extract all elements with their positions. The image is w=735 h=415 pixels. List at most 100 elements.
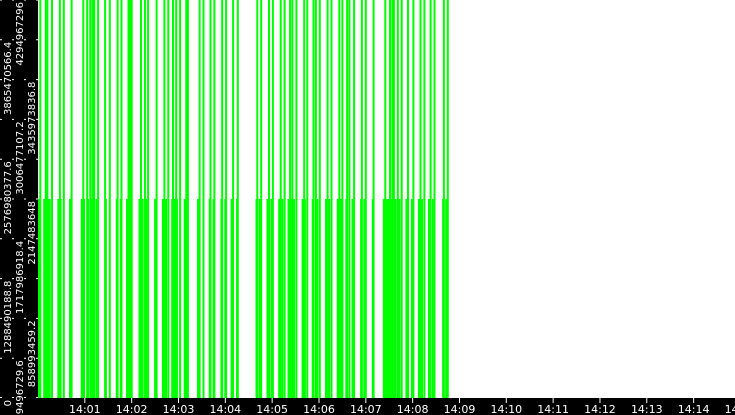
- bar: [387, 199, 390, 398]
- bar: [258, 199, 261, 398]
- bar: [185, 0, 188, 398]
- bar: [303, 199, 306, 398]
- bar: [348, 0, 351, 398]
- bar: [266, 199, 269, 398]
- x-tick-label: 14:05: [256, 403, 288, 415]
- bar: [220, 199, 223, 398]
- bar: [115, 199, 118, 398]
- bar: [385, 199, 388, 398]
- bar: [291, 0, 294, 398]
- bar: [212, 199, 215, 398]
- bar: [431, 199, 434, 398]
- bar: [138, 199, 141, 398]
- x-tick-label: 14:07: [350, 403, 382, 415]
- bar: [446, 0, 449, 398]
- y-tick-label: 4294967296: [15, 2, 26, 66]
- bar: [442, 199, 445, 398]
- bar: [382, 199, 385, 398]
- bar: [279, 0, 282, 398]
- y-tick-label: 429496729.6: [15, 360, 26, 415]
- y-tick-label: 1288490188.8: [3, 281, 14, 354]
- bar: [43, 199, 46, 398]
- x-tick-label: 14:06: [303, 403, 335, 415]
- y-tick-label: 1717986918.4: [15, 241, 26, 314]
- x-tick-label: 14:09: [444, 403, 476, 415]
- bar: [400, 0, 403, 398]
- bar: [283, 0, 286, 398]
- bar: [175, 199, 178, 398]
- bar: [91, 0, 94, 398]
- bar: [417, 199, 420, 398]
- y-axis: [0, 0, 38, 415]
- y-tick-label: 858993459.2: [27, 320, 38, 387]
- bar: [95, 199, 98, 398]
- bar: [360, 199, 363, 398]
- x-tick-label: 14:12: [584, 403, 616, 415]
- x-tick-label: 14:10: [490, 403, 522, 415]
- bar: [306, 0, 309, 398]
- y-tick-label: 3006477107.2: [15, 121, 26, 194]
- bar: [236, 199, 238, 398]
- bar: [390, 199, 393, 398]
- bar: [197, 199, 199, 398]
- bar: [423, 0, 426, 398]
- x-tick-label: 14:11: [537, 403, 569, 415]
- bar: [83, 199, 86, 398]
- bar: [171, 199, 174, 398]
- x-tick-label: 14:14: [678, 403, 710, 415]
- bar: [37, 199, 40, 398]
- bar: [39, 0, 42, 398]
- x-ticks: 14:01 14:02 14:03 14:04 14:05 14:06 14:07 14:08…: [69, 398, 735, 415]
- x-tick-label: 14:04: [209, 403, 241, 415]
- bar: [384, 0, 387, 398]
- bar: [127, 0, 130, 398]
- bar: [141, 199, 144, 398]
- bar: [412, 0, 415, 398]
- bar: [108, 0, 111, 398]
- bar: [428, 199, 430, 398]
- bar: [325, 199, 327, 398]
- bar: [48, 199, 51, 398]
- bar: [147, 0, 150, 398]
- bar: [410, 199, 413, 398]
- bar: [295, 0, 298, 398]
- bar: [351, 199, 354, 398]
- bar: [293, 199, 295, 398]
- bar: [230, 199, 233, 398]
- bar: [281, 199, 284, 398]
- x-tick-label: 14:15: [725, 403, 735, 415]
- bar: [87, 199, 89, 398]
- bar: [314, 0, 317, 398]
- bar: [318, 0, 321, 398]
- bar: [421, 199, 423, 398]
- bar: [330, 0, 333, 398]
- bar: [328, 199, 331, 398]
- bar: [179, 0, 182, 398]
- bar: [353, 0, 356, 398]
- bar: [287, 199, 290, 398]
- x-tick-label: 14:02: [116, 403, 148, 415]
- bar: [405, 199, 408, 398]
- bar: [186, 0, 189, 398]
- bar: [364, 0, 367, 398]
- x-tick-label: 14:13: [631, 403, 663, 415]
- bar: [167, 0, 170, 398]
- bar: [270, 199, 273, 398]
- bar: [51, 0, 53, 398]
- bar: [341, 0, 344, 398]
- bar: [80, 199, 83, 398]
- bar: [57, 199, 60, 398]
- x-tick-label: 14:01: [69, 403, 101, 415]
- bar: [445, 199, 448, 398]
- bar: [268, 0, 270, 398]
- bar: [232, 0, 235, 398]
- bar: [163, 0, 166, 398]
- bar: [130, 0, 133, 398]
- bar: [433, 0, 436, 398]
- y-tick-label: 2147483648: [27, 201, 38, 265]
- bar: [339, 199, 342, 398]
- bar: [289, 199, 292, 398]
- bar: [44, 0, 47, 398]
- bar: [278, 199, 281, 398]
